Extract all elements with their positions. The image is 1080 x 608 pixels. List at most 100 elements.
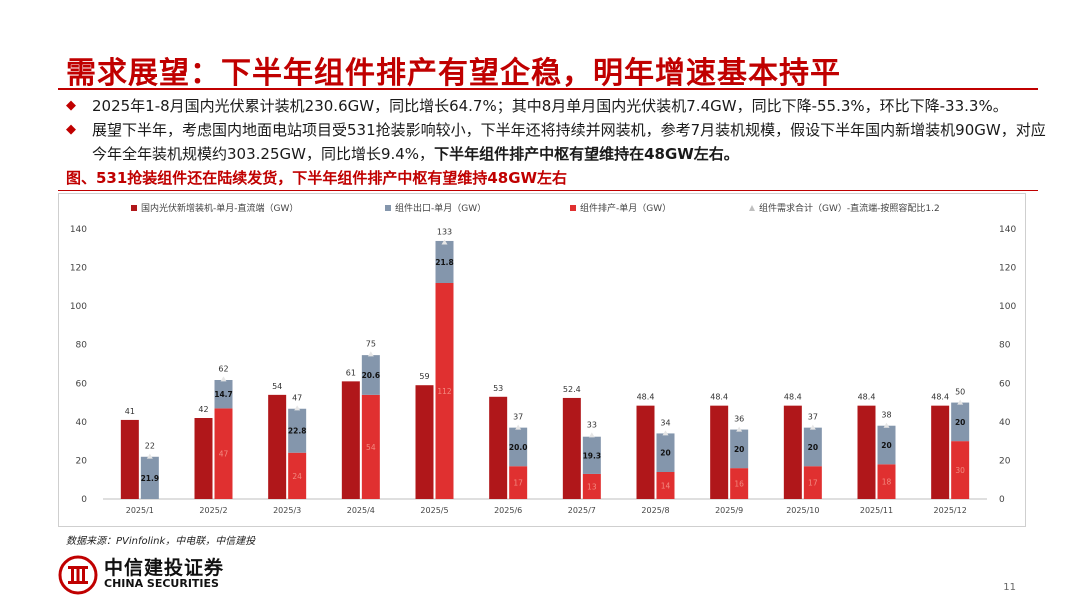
legend-swatch: [131, 205, 137, 211]
chart-frame: 0 0 20 20 40 40 60 60 80 80 100 100 120 120 140 140 国内光伏…: [58, 193, 1026, 527]
export-value-label: 20: [734, 445, 744, 454]
y-tick-label-right: 80: [999, 341, 1011, 351]
installation-bar: [415, 385, 434, 499]
legend-label: 组件排产-单月（GW）: [580, 202, 671, 214]
y-tick-label-left: 40: [76, 418, 88, 428]
production-value-label: 18: [882, 478, 892, 487]
installation-value-label: 53: [493, 384, 503, 393]
export-bar: [361, 355, 380, 395]
demand-marker: [588, 432, 595, 438]
production-bar: [509, 466, 528, 499]
x-tick-label: 2025/10: [786, 506, 819, 515]
installation-value-label: 52.4: [563, 385, 581, 394]
installation-bar: [268, 394, 287, 499]
production-value-label: 17: [808, 479, 818, 488]
x-tick-label: 2025/1: [126, 506, 154, 515]
export-value-label: 20: [955, 418, 965, 427]
x-tick-label: 2025/5: [420, 506, 448, 515]
installation-bar: [194, 418, 213, 499]
y-tick-label-left: 80: [76, 341, 88, 351]
export-value-label: 19.3: [583, 451, 602, 460]
export-bar: [803, 427, 822, 467]
bullet-item-2: ◆ 展望下半年，考虑国内地面电站项目受531抢装影响较小，下半年还将持续并网装机…: [66, 118, 1046, 166]
export-value-label: 20: [808, 443, 818, 452]
page-title: 需求展望：下半年组件排产有望企稳，明年增速基本持平: [66, 56, 841, 91]
export-bar: [214, 380, 233, 409]
production-bar: [877, 464, 896, 499]
export-bar: [656, 433, 675, 472]
installation-bar: [341, 381, 360, 499]
installation-value-label: 48.4: [931, 393, 949, 402]
export-value-label: 20.6: [362, 371, 381, 380]
data-source-note: 数据来源：PVinfolink，中电联，中信建投: [66, 536, 256, 547]
installation-value-label: 61: [346, 368, 356, 377]
demand-value-label: 22: [145, 442, 155, 451]
demand-value-label: 36: [734, 415, 744, 424]
export-value-label: 22.8: [288, 427, 307, 436]
production-value-label: 13: [587, 482, 597, 491]
installation-value-label: 48.4: [637, 393, 655, 402]
export-bar: [877, 425, 896, 465]
logo-english-name: CHINA SECURITIES: [104, 577, 219, 590]
y-tick-label-left: 60: [76, 379, 88, 389]
x-tick-label: 2025/4: [347, 506, 375, 515]
production-value-label: 112: [437, 387, 452, 396]
x-tick-label: 2025/8: [641, 506, 669, 515]
demand-marker: [809, 424, 816, 430]
production-bar: [803, 466, 822, 499]
demand-marker: [367, 351, 374, 357]
legend-label: 组件出口-单月（GW）: [395, 202, 486, 214]
export-bar: [730, 429, 749, 469]
production-bar: [730, 468, 749, 499]
demand-value-label: 50: [955, 388, 965, 397]
title-divider: [58, 88, 1038, 90]
production-bar: [582, 473, 601, 499]
export-bar: [509, 427, 528, 467]
demand-marker: [515, 424, 522, 430]
legend-swatch: [570, 205, 576, 211]
installation-value-label: 48.4: [858, 393, 876, 402]
y-tick-label-left: 140: [70, 225, 87, 235]
installation-bar: [931, 405, 950, 499]
production-bar: [656, 472, 675, 499]
demand-marker: [957, 399, 964, 405]
stacked-bar-chart: 0 0 20 20 40 40 60 60 80 80 100 100 120 120 140 140 国内光伏…: [70, 202, 1017, 515]
citic-logo-icon: [58, 555, 98, 595]
installation-value-label: 48.4: [784, 393, 802, 402]
demand-value-label: 38: [881, 411, 891, 420]
production-value-label: 17: [513, 479, 523, 488]
export-bar: [140, 456, 159, 499]
demand-value-label: 62: [218, 364, 228, 373]
installation-bar: [857, 405, 876, 499]
x-tick-label: 2025/9: [715, 506, 743, 515]
production-value-label: 47: [219, 450, 229, 459]
installation-bar: [489, 396, 508, 499]
x-tick-label: 2025/7: [568, 506, 596, 515]
installation-value-label: 48.4: [710, 393, 728, 402]
demand-marker: [220, 376, 227, 382]
demand-value-label: 47: [292, 393, 302, 402]
figure-caption-divider: [58, 190, 1038, 191]
demand-value-label: 75: [366, 339, 376, 348]
demand-value-label: 34: [660, 418, 670, 427]
page-number: 11: [1003, 582, 1016, 593]
production-value-label: 24: [292, 472, 302, 481]
legend-label: 国内光伏新增装机-单月-直流端（GW）: [141, 202, 298, 214]
y-tick-label-right: 0: [999, 495, 1005, 505]
x-tick-label: 2025/2: [199, 506, 227, 515]
logo-chinese-name: 中信建投证券: [104, 557, 225, 579]
demand-value-label: 37: [513, 413, 523, 422]
x-tick-label: 2025/12: [934, 506, 967, 515]
demand-marker: [662, 430, 669, 436]
installation-value-label: 54: [272, 382, 282, 391]
export-value-label: 20: [881, 441, 891, 450]
legend-swatch: [385, 205, 391, 211]
y-tick-label-right: 120: [999, 264, 1016, 274]
demand-marker: [441, 239, 448, 245]
export-bar: [288, 408, 307, 453]
demand-marker: [883, 422, 890, 428]
export-value-label: 21.8: [435, 258, 454, 267]
export-value-label: 21.9: [141, 474, 160, 483]
export-value-label: 20.0: [509, 443, 528, 452]
x-tick-label: 2025/6: [494, 506, 522, 515]
